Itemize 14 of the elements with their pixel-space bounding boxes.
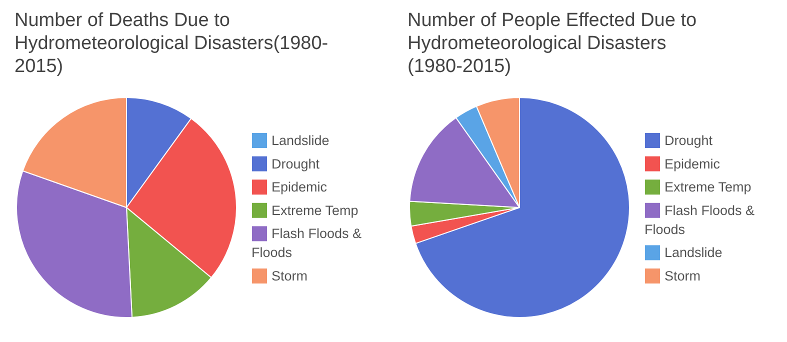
legend-label: Drought (272, 156, 320, 172)
legend-label: Extreme Temp (664, 180, 752, 195)
chart-title: Number of People Effected Due to Hydrometeorological Disasters (1980-2015) (408, 10, 697, 77)
legend-label: Flash Floods & Floods (644, 202, 755, 237)
legend-label: Drought (664, 133, 713, 148)
legend-label: Landslide (272, 133, 330, 148)
legend-label: Epidemic (272, 180, 328, 195)
legend-label: Flash Floods & Floods (252, 226, 362, 260)
legend-label: Extreme Temp (272, 202, 358, 218)
legend-label: Landslide (664, 245, 722, 260)
legend-label: Storm (664, 268, 701, 284)
legend-label: Storm (272, 268, 308, 284)
legend-label: Epidemic (664, 156, 720, 172)
chart-title: Number of Deaths Due to Hydrometeorological Disasters(1980-2015) (14, 10, 328, 77)
